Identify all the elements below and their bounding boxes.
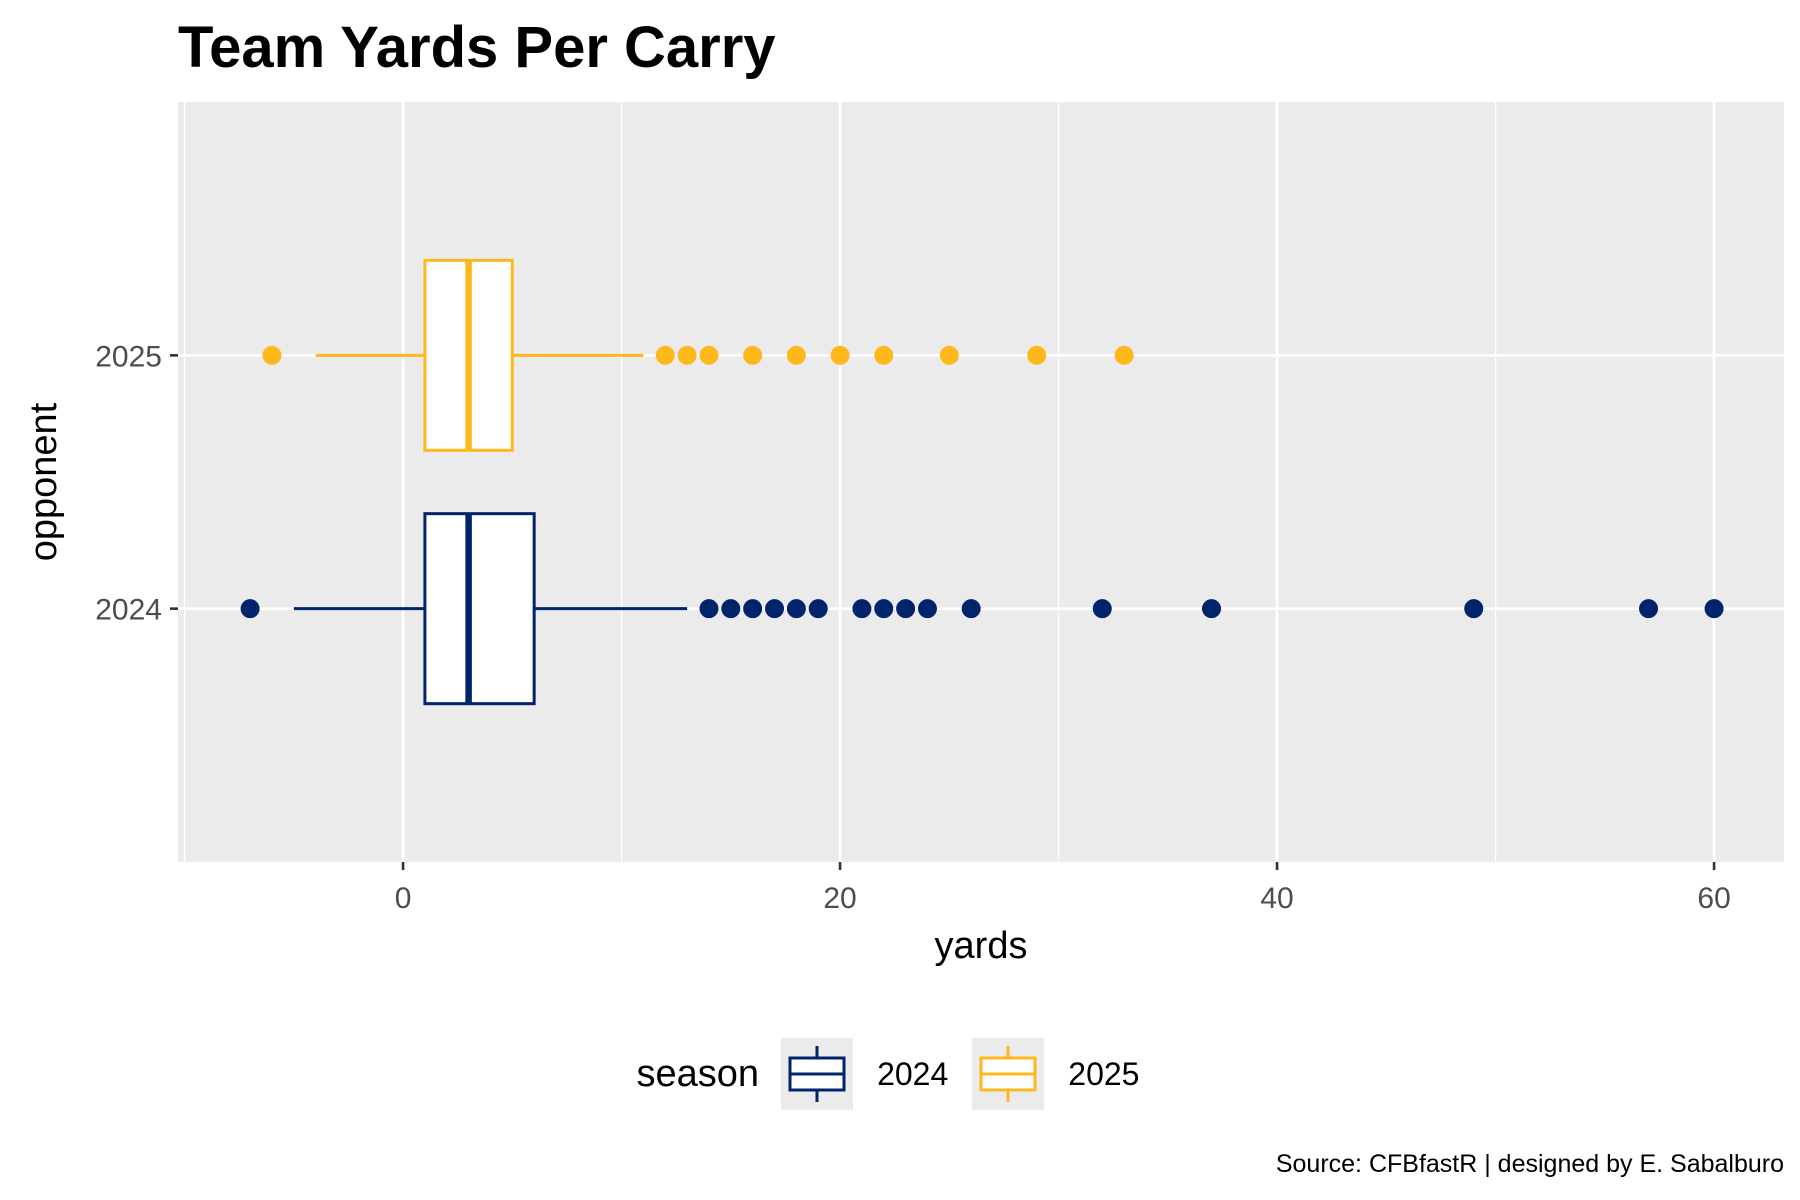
outlier-point (677, 345, 697, 365)
outlier-point (874, 345, 894, 365)
outlier-point (1027, 345, 1047, 365)
y-tick-label: 2024 (95, 594, 162, 627)
legend-key (781, 1038, 854, 1110)
outlier-point (896, 599, 916, 619)
outlier-point (743, 599, 763, 619)
legend-key-glyph (788, 1046, 846, 1102)
x-tick-label: 0 (395, 882, 412, 915)
x-axis-title: yards (935, 925, 1028, 967)
outlier-point (699, 599, 719, 619)
y-axis-title: opponent (23, 402, 65, 561)
legend: season 2024 2025 (0, 1036, 1800, 1112)
outlier-point (939, 345, 959, 365)
outlier-point (786, 599, 806, 619)
chart-title: Team Yards Per Carry (178, 15, 776, 80)
legend-key-glyph (979, 1046, 1037, 1102)
outlier-point (1202, 599, 1222, 619)
outlier-point (917, 599, 937, 619)
legend-key (972, 1038, 1045, 1110)
outlier-point (808, 599, 828, 619)
box-layer (240, 258, 1724, 706)
legend-items: 2024 2025 (781, 1038, 1163, 1110)
outlier-point (240, 599, 260, 619)
legend-title: season (636, 1052, 760, 1095)
outlier-point (1464, 599, 1484, 619)
legend-label: 2025 (1068, 1055, 1140, 1092)
plot-panel (178, 102, 1784, 862)
outlier-point (1114, 345, 1134, 365)
x-tick-label: 60 (1697, 882, 1730, 915)
outlier-point (1639, 599, 1659, 619)
x-tick-label: 40 (1260, 882, 1293, 915)
outlier-point (874, 599, 894, 619)
outlier-point (830, 345, 850, 365)
caption: Source: CFBfastR | designed by E. Sabalb… (1275, 1150, 1784, 1178)
axis-layer: 0 20 40 60 2024 2025 (95, 340, 1731, 915)
outlier-point (961, 599, 981, 619)
outlier-point (1092, 599, 1112, 619)
box (423, 512, 536, 706)
outlier-point (721, 599, 741, 619)
outlier-point (262, 345, 282, 365)
y-tick-label: 2025 (95, 340, 162, 373)
legend-label: 2024 (877, 1055, 949, 1092)
outlier-point (655, 345, 675, 365)
outlier-point (743, 345, 763, 365)
outlier-point (852, 599, 872, 619)
x-tick-label: 20 (823, 882, 856, 915)
outlier-point (699, 345, 719, 365)
outlier-point (786, 345, 806, 365)
outlier-point (1704, 599, 1724, 619)
outlier-point (765, 599, 785, 619)
